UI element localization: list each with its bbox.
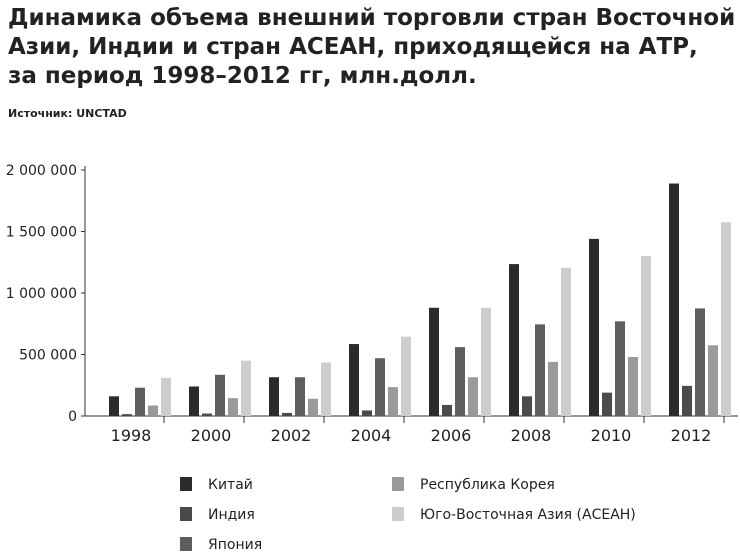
x-tick-label: 2004 [351, 426, 392, 445]
title-line-3: за период 1998–2012 гг, млн.долл. [8, 63, 477, 89]
legend-label-asean: Юго-Восточная Азия (АСЕАН) [420, 507, 636, 523]
bar [708, 345, 718, 416]
y-tick-label: 1 500 000 [6, 225, 77, 241]
bar [589, 238, 599, 416]
x-tick-label: 2008 [511, 426, 552, 445]
legend-label-korea: Республика Корея [420, 477, 555, 493]
x-tick-label: 2000 [191, 426, 232, 445]
bar [161, 377, 171, 416]
x-tick-label: 2012 [671, 426, 712, 445]
legend-label-china: Китай [208, 477, 253, 493]
legend-swatch-korea [392, 477, 404, 491]
bar [308, 398, 318, 416]
legend-label-japan: Япония [208, 537, 263, 553]
x-tick-label: 2002 [271, 426, 312, 445]
bar [215, 374, 225, 416]
chart-title: Динамика объема внешний торговли стран В… [8, 4, 736, 91]
legend-label-india: Индия [208, 507, 255, 523]
title-line-1: Динамика объема внешний торговли стран В… [8, 5, 736, 31]
y-tick-label: 2 000 000 [6, 163, 77, 179]
bar [135, 387, 145, 416]
bar [615, 321, 625, 416]
bar-chart: 0 500 000 1 000 000 1 500 000 2 000 000 1998 2… [6, 163, 738, 445]
bar [535, 324, 545, 416]
bar [269, 377, 279, 416]
source-note: Источник: UNCTAD [8, 107, 127, 120]
bar [228, 398, 238, 416]
x-tick-label: 2006 [431, 426, 472, 445]
legend-swatch-japan [180, 537, 192, 551]
bar [669, 183, 679, 416]
bar [189, 386, 199, 416]
bar [295, 377, 305, 416]
bar [401, 336, 411, 416]
legend-swatch-india [180, 507, 192, 521]
legend-swatch-asean [392, 507, 404, 521]
bar [682, 385, 692, 416]
legend-item-india: Индия [180, 507, 255, 523]
bar [468, 377, 478, 416]
bar [109, 396, 119, 416]
bar [641, 256, 651, 416]
bar [388, 387, 398, 416]
bar [442, 404, 452, 416]
title-line-2: Азии, Индии и стран АСЕАН, приходящейся … [8, 34, 698, 60]
y-tick-label: 0 [68, 409, 77, 425]
bar [282, 412, 292, 416]
bar [375, 358, 385, 416]
bar [561, 267, 571, 416]
bar [321, 362, 331, 416]
bar [522, 396, 532, 416]
bar [695, 308, 705, 416]
legend-item-china: Китай [180, 477, 253, 493]
bar [429, 307, 439, 416]
bar [628, 356, 638, 416]
bar [148, 405, 158, 416]
bar [721, 222, 731, 416]
bar [481, 307, 491, 416]
bar [602, 392, 612, 416]
bar [241, 360, 251, 416]
bar [362, 410, 372, 416]
bar [349, 344, 359, 416]
bar [455, 347, 465, 416]
x-tick-label: 2010 [591, 426, 632, 445]
y-tick-label: 500 000 [19, 348, 77, 364]
bar [509, 264, 519, 416]
legend-item-japan: Япония [180, 537, 262, 553]
legend-swatch-china [180, 477, 192, 491]
x-tick-label: 1998 [111, 426, 152, 445]
legend-item-asean: Юго-Восточная Азия (АСЕАН) [392, 507, 636, 523]
bar [122, 414, 132, 416]
y-tick-label: 1 000 000 [6, 286, 77, 302]
bar [548, 361, 558, 416]
bar [202, 413, 212, 416]
legend-item-korea: Республика Корея [392, 477, 555, 493]
